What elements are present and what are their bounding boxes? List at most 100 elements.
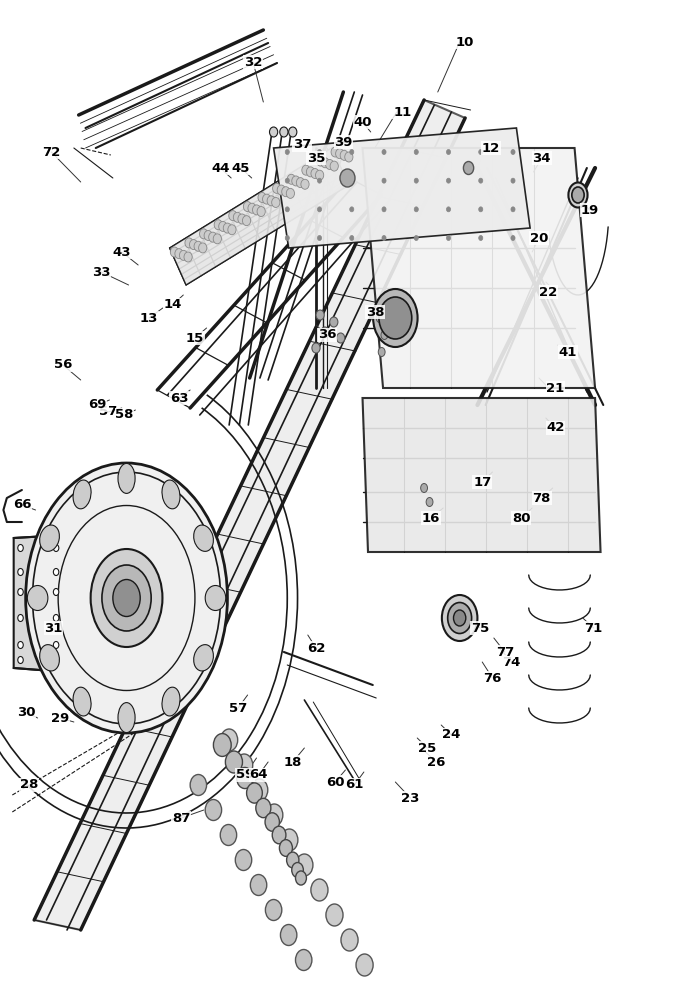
Ellipse shape bbox=[223, 223, 231, 233]
Text: 72: 72 bbox=[42, 145, 60, 158]
Ellipse shape bbox=[291, 863, 304, 877]
Ellipse shape bbox=[511, 149, 515, 154]
Ellipse shape bbox=[265, 900, 282, 920]
Ellipse shape bbox=[511, 207, 515, 212]
Ellipse shape bbox=[205, 800, 222, 820]
Text: 40: 40 bbox=[353, 115, 372, 128]
Ellipse shape bbox=[53, 588, 59, 595]
Ellipse shape bbox=[73, 687, 91, 716]
Ellipse shape bbox=[511, 235, 515, 240]
Ellipse shape bbox=[376, 314, 383, 323]
Ellipse shape bbox=[381, 330, 388, 340]
Ellipse shape bbox=[285, 178, 289, 183]
Ellipse shape bbox=[53, 614, 59, 621]
Ellipse shape bbox=[53, 642, 59, 648]
Ellipse shape bbox=[331, 147, 339, 157]
Ellipse shape bbox=[204, 230, 212, 240]
Ellipse shape bbox=[280, 127, 288, 137]
Text: 39: 39 bbox=[334, 135, 352, 148]
Ellipse shape bbox=[194, 241, 202, 251]
Text: 41: 41 bbox=[559, 346, 577, 359]
Ellipse shape bbox=[185, 238, 193, 248]
Ellipse shape bbox=[213, 734, 231, 756]
Ellipse shape bbox=[190, 774, 207, 796]
Ellipse shape bbox=[213, 234, 222, 244]
Text: 43: 43 bbox=[112, 245, 131, 258]
Text: 24: 24 bbox=[443, 728, 460, 742]
Ellipse shape bbox=[267, 196, 276, 206]
Ellipse shape bbox=[301, 179, 309, 189]
Ellipse shape bbox=[350, 149, 354, 154]
Ellipse shape bbox=[198, 243, 207, 253]
Ellipse shape bbox=[447, 602, 472, 634]
Ellipse shape bbox=[265, 813, 280, 831]
Ellipse shape bbox=[53, 656, 59, 664]
Ellipse shape bbox=[279, 840, 292, 856]
Ellipse shape bbox=[214, 220, 222, 230]
Text: 57: 57 bbox=[229, 702, 247, 714]
Text: 17: 17 bbox=[473, 476, 491, 488]
Ellipse shape bbox=[226, 751, 243, 773]
Ellipse shape bbox=[220, 825, 237, 846]
Ellipse shape bbox=[285, 149, 289, 154]
Text: 19: 19 bbox=[581, 204, 598, 217]
Ellipse shape bbox=[118, 703, 135, 733]
Ellipse shape bbox=[282, 187, 290, 197]
Ellipse shape bbox=[345, 152, 353, 162]
Ellipse shape bbox=[415, 235, 419, 240]
Ellipse shape bbox=[447, 235, 451, 240]
Ellipse shape bbox=[179, 250, 187, 260]
Text: 16: 16 bbox=[422, 512, 440, 524]
Ellipse shape bbox=[184, 252, 192, 262]
Ellipse shape bbox=[479, 149, 483, 154]
Ellipse shape bbox=[479, 235, 483, 240]
Ellipse shape bbox=[257, 207, 265, 217]
Text: 15: 15 bbox=[186, 332, 204, 345]
Ellipse shape bbox=[233, 212, 241, 222]
Ellipse shape bbox=[244, 202, 252, 212]
Text: 35: 35 bbox=[307, 151, 325, 164]
Text: 59: 59 bbox=[236, 768, 254, 782]
Text: 61: 61 bbox=[345, 778, 363, 792]
Ellipse shape bbox=[194, 645, 213, 671]
Ellipse shape bbox=[568, 183, 588, 208]
Ellipse shape bbox=[340, 169, 355, 187]
Ellipse shape bbox=[238, 214, 246, 224]
Text: 13: 13 bbox=[140, 312, 158, 325]
Ellipse shape bbox=[237, 767, 253, 789]
Ellipse shape bbox=[242, 216, 250, 226]
Ellipse shape bbox=[170, 247, 179, 257]
Text: 18: 18 bbox=[284, 756, 302, 768]
Ellipse shape bbox=[447, 207, 451, 212]
Ellipse shape bbox=[317, 149, 321, 154]
Text: 74: 74 bbox=[503, 656, 521, 669]
Text: 33: 33 bbox=[92, 265, 111, 278]
Ellipse shape bbox=[265, 804, 283, 826]
Ellipse shape bbox=[326, 159, 334, 169]
Ellipse shape bbox=[378, 348, 385, 357]
Ellipse shape bbox=[350, 178, 354, 183]
Ellipse shape bbox=[317, 178, 321, 183]
Ellipse shape bbox=[228, 225, 236, 235]
Ellipse shape bbox=[464, 161, 473, 174]
Ellipse shape bbox=[340, 150, 348, 160]
Text: 45: 45 bbox=[232, 161, 250, 174]
Ellipse shape bbox=[382, 178, 386, 183]
Ellipse shape bbox=[205, 585, 226, 610]
Text: 28: 28 bbox=[20, 778, 38, 792]
Ellipse shape bbox=[272, 197, 280, 207]
Ellipse shape bbox=[379, 297, 412, 339]
Text: 12: 12 bbox=[482, 141, 500, 154]
Ellipse shape bbox=[373, 289, 417, 347]
Ellipse shape bbox=[250, 779, 267, 801]
Ellipse shape bbox=[511, 178, 515, 183]
Text: 87: 87 bbox=[172, 811, 190, 824]
Text: 58: 58 bbox=[116, 408, 133, 422]
Ellipse shape bbox=[289, 127, 297, 137]
Ellipse shape bbox=[296, 178, 304, 188]
Ellipse shape bbox=[18, 544, 23, 552]
Ellipse shape bbox=[162, 687, 180, 716]
Ellipse shape bbox=[40, 525, 60, 551]
Ellipse shape bbox=[220, 729, 238, 751]
Ellipse shape bbox=[285, 235, 289, 240]
